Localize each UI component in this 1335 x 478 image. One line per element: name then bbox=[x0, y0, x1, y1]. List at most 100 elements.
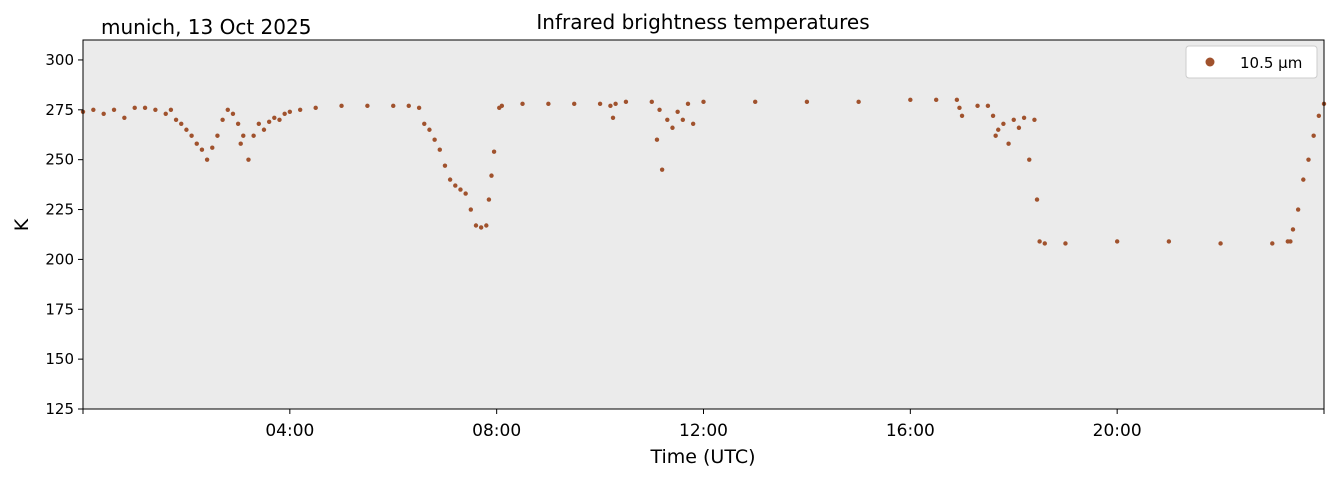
data-point bbox=[238, 141, 243, 146]
data-point bbox=[804, 99, 810, 105]
data-point bbox=[184, 127, 189, 132]
data-point bbox=[1034, 197, 1040, 202]
data-point bbox=[659, 167, 665, 172]
data-point bbox=[277, 117, 282, 122]
data-point bbox=[996, 127, 1001, 132]
data-point bbox=[975, 103, 980, 109]
data-point bbox=[215, 133, 220, 138]
data-point bbox=[225, 107, 230, 113]
data-point bbox=[297, 107, 303, 113]
data-point bbox=[391, 103, 396, 109]
data-point bbox=[649, 99, 654, 105]
data-point bbox=[1306, 157, 1311, 162]
data-point bbox=[572, 101, 577, 107]
data-point bbox=[458, 187, 463, 192]
x-tick-label: 12:00 bbox=[679, 421, 728, 441]
data-point bbox=[199, 147, 205, 152]
data-point bbox=[701, 99, 706, 105]
data-point bbox=[179, 121, 184, 126]
y-tick-label: 150 bbox=[45, 350, 74, 368]
data-point bbox=[608, 103, 613, 109]
data-point bbox=[122, 115, 127, 120]
data-point bbox=[189, 133, 194, 138]
data-point bbox=[908, 97, 913, 103]
data-point bbox=[690, 121, 696, 126]
data-point bbox=[670, 125, 675, 130]
x-tick-label: 16:00 bbox=[886, 421, 935, 441]
data-point bbox=[241, 133, 246, 138]
data-point bbox=[957, 105, 962, 111]
data-point bbox=[1032, 117, 1037, 122]
data-point bbox=[1290, 227, 1296, 232]
data-point bbox=[282, 111, 287, 117]
data-point bbox=[168, 107, 174, 113]
data-point bbox=[442, 163, 448, 168]
data-point bbox=[230, 111, 236, 117]
x-axis-label: Time (UTC) bbox=[649, 446, 755, 468]
data-point bbox=[422, 121, 427, 126]
data-point bbox=[623, 99, 629, 105]
data-point bbox=[985, 103, 991, 109]
legend-marker-icon bbox=[1205, 57, 1215, 67]
data-point bbox=[1295, 207, 1301, 212]
data-point bbox=[1001, 121, 1006, 126]
data-point bbox=[153, 107, 158, 113]
legend-label: 10.5 µm bbox=[1240, 54, 1302, 72]
data-point bbox=[432, 137, 437, 142]
data-point bbox=[313, 105, 318, 111]
data-point bbox=[478, 225, 484, 230]
data-point bbox=[287, 109, 293, 115]
y-axis-label: K bbox=[11, 218, 33, 231]
series-10-5um bbox=[80, 97, 1327, 246]
data-point bbox=[463, 191, 468, 196]
data-point bbox=[266, 119, 272, 124]
data-point bbox=[486, 197, 492, 202]
data-point bbox=[142, 105, 148, 111]
y-tick-label: 225 bbox=[45, 201, 74, 219]
x-tick-label: 08:00 bbox=[472, 421, 521, 441]
data-point bbox=[437, 147, 442, 152]
data-point bbox=[1114, 239, 1120, 244]
data-point bbox=[990, 113, 996, 118]
data-point bbox=[473, 223, 479, 228]
y-tick-label: 275 bbox=[45, 101, 74, 119]
data-point bbox=[210, 145, 215, 150]
data-point bbox=[1006, 141, 1011, 146]
data-point bbox=[339, 103, 344, 109]
data-point bbox=[654, 137, 660, 142]
data-point bbox=[447, 177, 453, 182]
y-axis: 125 150 175 200 225 250 275 300 bbox=[45, 51, 83, 418]
legend: 10.5 µm bbox=[1185, 45, 1318, 79]
data-point bbox=[1288, 239, 1293, 244]
data-point bbox=[173, 117, 179, 122]
data-point bbox=[1311, 133, 1316, 138]
data-point bbox=[680, 117, 686, 122]
data-point bbox=[933, 97, 939, 103]
data-point bbox=[220, 117, 225, 122]
data-point bbox=[235, 121, 241, 126]
data-point bbox=[954, 97, 960, 103]
data-point bbox=[1011, 117, 1016, 122]
data-point bbox=[959, 113, 965, 118]
data-point bbox=[1166, 239, 1172, 244]
y-tick-label: 250 bbox=[45, 151, 74, 169]
data-point bbox=[657, 107, 662, 113]
legend-box bbox=[1185, 45, 1318, 79]
data-point bbox=[1016, 125, 1022, 130]
data-point bbox=[101, 111, 106, 117]
y-tick-label: 200 bbox=[45, 250, 74, 268]
y-tick-label: 175 bbox=[45, 300, 74, 318]
data-point bbox=[256, 121, 262, 126]
chart-title: Infrared brightness temperatures bbox=[536, 10, 869, 34]
data-point bbox=[484, 223, 489, 228]
data-point bbox=[91, 107, 96, 113]
x-axis: 04:00 08:00 12:00 16:00 20:00 bbox=[82, 409, 1325, 441]
data-point bbox=[610, 115, 616, 120]
data-point bbox=[261, 127, 267, 132]
data-point bbox=[406, 103, 411, 109]
data-point bbox=[856, 99, 861, 105]
plot-area bbox=[83, 40, 1324, 409]
data-point bbox=[489, 173, 494, 178]
data-point bbox=[1301, 177, 1306, 182]
